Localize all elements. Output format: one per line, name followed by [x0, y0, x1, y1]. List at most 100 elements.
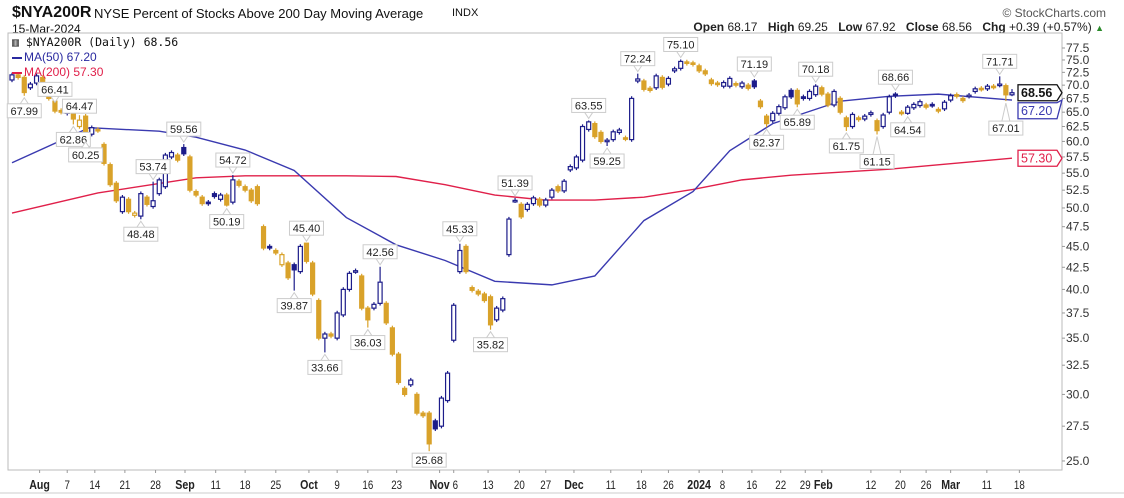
- candle: [359, 273, 365, 311]
- price-annotation: 71.71: [982, 53, 1018, 76]
- x-tick-label: 11: [211, 479, 221, 492]
- annotation-box: [736, 56, 772, 72]
- annotation-label: 65.89: [784, 117, 812, 129]
- x-tick-label: 21: [119, 479, 130, 492]
- candle: [107, 162, 113, 187]
- change-label: Chg: [982, 20, 1006, 34]
- annotation-pointer: [749, 70, 759, 78]
- annotation-box: [828, 138, 864, 154]
- candle-body: [144, 196, 150, 205]
- annotation-label: 33.66: [311, 362, 339, 374]
- annotation-box: [350, 335, 386, 351]
- annotation-pointer: [363, 328, 373, 336]
- candle: [800, 94, 807, 101]
- annotation-label: 42.56: [366, 247, 394, 259]
- candle: [27, 81, 34, 90]
- candle-body: [303, 242, 310, 262]
- annotation-pointer: [222, 207, 232, 215]
- candle: [328, 331, 334, 339]
- tag-box: [1017, 84, 1063, 102]
- candle: [512, 197, 518, 203]
- candle-body: [457, 249, 463, 273]
- annotation-label: 36.03: [354, 338, 382, 350]
- low-label: Low: [838, 20, 863, 34]
- candle: [168, 150, 175, 160]
- annotation-label: 25.68: [415, 455, 443, 467]
- y-tick-label: 75.0: [1066, 53, 1090, 67]
- candle-body: [138, 193, 144, 217]
- candle-body: [905, 106, 911, 114]
- candle: [579, 124, 586, 163]
- y-tick-label: 77.5: [1066, 41, 1090, 55]
- candle: [647, 86, 653, 93]
- annotation-label: 66.41: [41, 84, 69, 96]
- candle-body: [764, 115, 770, 125]
- x-tick-label: Aug: [29, 478, 50, 492]
- candle: [487, 294, 494, 330]
- candle-body: [310, 262, 316, 295]
- annotation-label: 67.01: [992, 123, 1020, 135]
- candle: [113, 181, 119, 203]
- candle: [892, 92, 899, 98]
- close-label: Close: [905, 20, 939, 34]
- candle: [340, 287, 346, 318]
- candle-body: [150, 200, 156, 208]
- annotation-box: [362, 244, 398, 260]
- candle-body: [279, 254, 285, 266]
- candle-body: [21, 76, 27, 94]
- candle: [843, 115, 849, 131]
- x-tick-label: 12: [865, 479, 876, 492]
- price-annotation: 75.10: [663, 36, 699, 59]
- annotation-pointer: [903, 115, 913, 124]
- candle-body: [671, 68, 678, 72]
- candle-body: [856, 117, 862, 121]
- candle: [346, 271, 353, 292]
- candle: [389, 325, 395, 357]
- candle: [291, 262, 297, 291]
- candle: [849, 112, 856, 129]
- annotation-box: [276, 298, 312, 314]
- price-annotation: 25.68: [411, 452, 447, 468]
- annotation-pointer: [584, 112, 594, 120]
- annotation-box: [749, 134, 785, 150]
- candle: [9, 72, 15, 83]
- y-tick-label: 35.0: [1066, 331, 1090, 345]
- candle-body: [230, 179, 236, 203]
- candle: [764, 113, 770, 128]
- candle-body: [567, 165, 573, 171]
- high-label: High: [767, 20, 795, 34]
- plot-frame: [7, 32, 1063, 471]
- x-tick-label: 26: [921, 479, 932, 492]
- candle: [923, 102, 929, 110]
- candle-body: [874, 120, 880, 132]
- annotation-pointer: [50, 96, 60, 104]
- candle: [150, 181, 156, 209]
- candle-body: [862, 115, 868, 120]
- open-label: Open: [693, 20, 725, 34]
- candle: [880, 112, 886, 129]
- annotation-pointer: [302, 234, 311, 243]
- candle-body: [665, 77, 672, 85]
- candle: [334, 310, 340, 341]
- price-annotation: 67.01: [988, 102, 1024, 136]
- candle-body: [248, 189, 254, 202]
- candle: [199, 194, 205, 206]
- candle-body: [193, 190, 199, 196]
- candle-body: [579, 125, 586, 161]
- candle: [598, 130, 604, 144]
- annotation-box: [589, 153, 625, 169]
- y-tick-label: 30.0: [1066, 387, 1090, 401]
- price-annotation: 59.56: [166, 121, 202, 144]
- candle: [831, 89, 837, 108]
- annotation-pointer: [633, 65, 643, 73]
- annotation-box: [890, 122, 926, 138]
- candle: [15, 72, 21, 80]
- candle: [463, 244, 469, 274]
- candle: [708, 77, 714, 86]
- candle: [1009, 89, 1015, 97]
- annotation-box: [6, 103, 42, 119]
- y-tick-label: 55.0: [1066, 166, 1090, 180]
- candle-body: [125, 198, 132, 213]
- candle: [432, 418, 438, 432]
- candle-body: [211, 193, 218, 198]
